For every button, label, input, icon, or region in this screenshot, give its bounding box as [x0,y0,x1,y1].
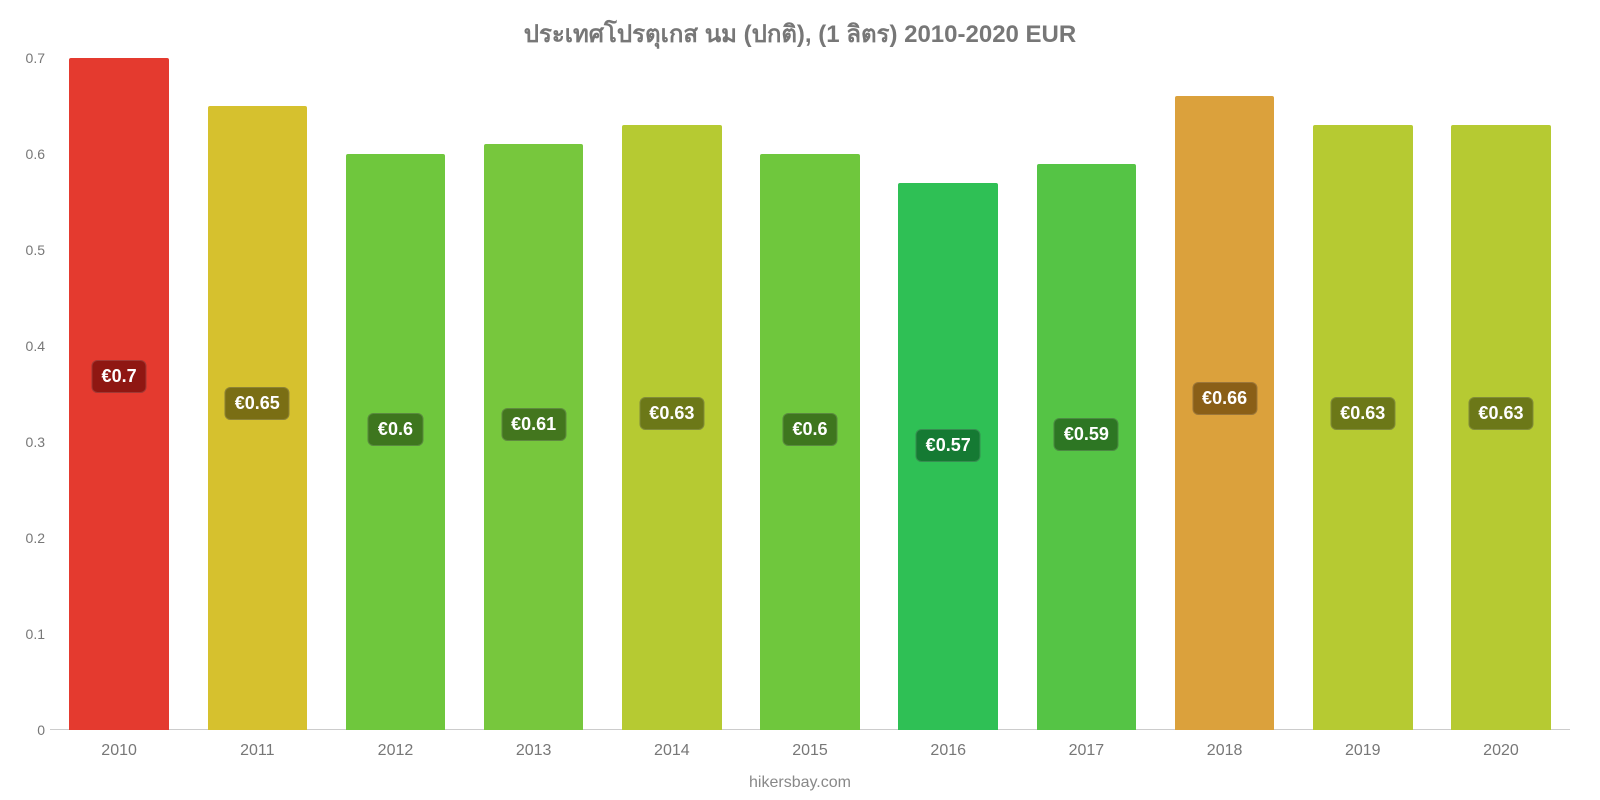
bar-value-label: €0.59 [1054,418,1119,451]
y-axis-tick-label: 0.4 [5,338,45,354]
bar-value-label: €0.63 [1468,397,1533,430]
bar-value-label: €0.6 [782,413,837,446]
y-axis-tick-label: 0.2 [5,530,45,546]
bar: €0.6 [760,154,859,730]
bar-slot: €0.59 [1017,58,1155,730]
bar: €0.59 [1037,164,1136,730]
bar: €0.6 [346,154,445,730]
bar-slot: €0.63 [1432,58,1570,730]
x-axis-tick-label: 2010 [50,742,188,760]
x-axis-tick-label: 2013 [465,742,603,760]
bar-slot: €0.63 [1294,58,1432,730]
bar-value-label: €0.65 [225,387,290,420]
y-axis-tick-label: 0.7 [5,50,45,66]
bar-value-label: €0.63 [639,397,704,430]
x-axis-tick-label: 2014 [603,742,741,760]
x-axis-tick-label: 2011 [188,742,326,760]
bars-group: €0.7 €0.65 €0.6 €0.61 €0.63 €0.6 €0.57 €0.59 €0.… [50,58,1570,730]
bar-slot: €0.57 [879,58,1017,730]
x-axis-tick-label: 2018 [1156,742,1294,760]
y-axis-tick-label: 0.5 [5,242,45,258]
bar: €0.63 [1451,125,1550,730]
bar-slot: €0.66 [1156,58,1294,730]
plot-area: €0.7 €0.65 €0.6 €0.61 €0.63 €0.6 €0.57 €0.59 €0.… [50,58,1570,730]
bar: €0.65 [208,106,307,730]
bar-slot: €0.63 [603,58,741,730]
bar-value-label: €0.57 [916,429,981,462]
y-axis-tick-label: 0 [5,722,45,738]
bar: €0.61 [484,144,583,730]
bar-value-label: €0.66 [1192,382,1257,415]
chart-container: ประเทศโปรตุเกส นม (ปกติ), (1 ลิตร) 2010-… [0,0,1600,800]
bar-slot: €0.6 [326,58,464,730]
x-axis-labels: 2010201120122013201420152016201720182019… [50,742,1570,760]
bar: €0.57 [898,183,997,730]
chart-footer: hikersbay.com [0,774,1600,792]
y-axis-tick-label: 0.1 [5,626,45,642]
x-axis-tick-label: 2019 [1294,742,1432,760]
x-axis-tick-label: 2017 [1017,742,1155,760]
bar: €0.7 [69,58,168,730]
bar-value-label: €0.6 [368,413,423,446]
y-axis-tick-label: 0.6 [5,146,45,162]
bar-value-label: €0.61 [501,408,566,441]
x-axis-tick-label: 2020 [1432,742,1570,760]
x-axis-tick-label: 2012 [326,742,464,760]
x-axis-tick-label: 2016 [879,742,1017,760]
x-axis-tick-label: 2015 [741,742,879,760]
bar: €0.63 [622,125,721,730]
bar: €0.66 [1175,96,1274,730]
bar-slot: €0.7 [50,58,188,730]
bar-slot: €0.6 [741,58,879,730]
bar-value-label: €0.63 [1330,397,1395,430]
chart-title: ประเทศโปรตุเกส นม (ปกติ), (1 ลิตร) 2010-… [0,14,1600,53]
bar: €0.63 [1313,125,1412,730]
y-axis-tick-label: 0.3 [5,434,45,450]
bar-value-label: €0.7 [92,360,147,393]
bar-slot: €0.61 [465,58,603,730]
bar-slot: €0.65 [188,58,326,730]
